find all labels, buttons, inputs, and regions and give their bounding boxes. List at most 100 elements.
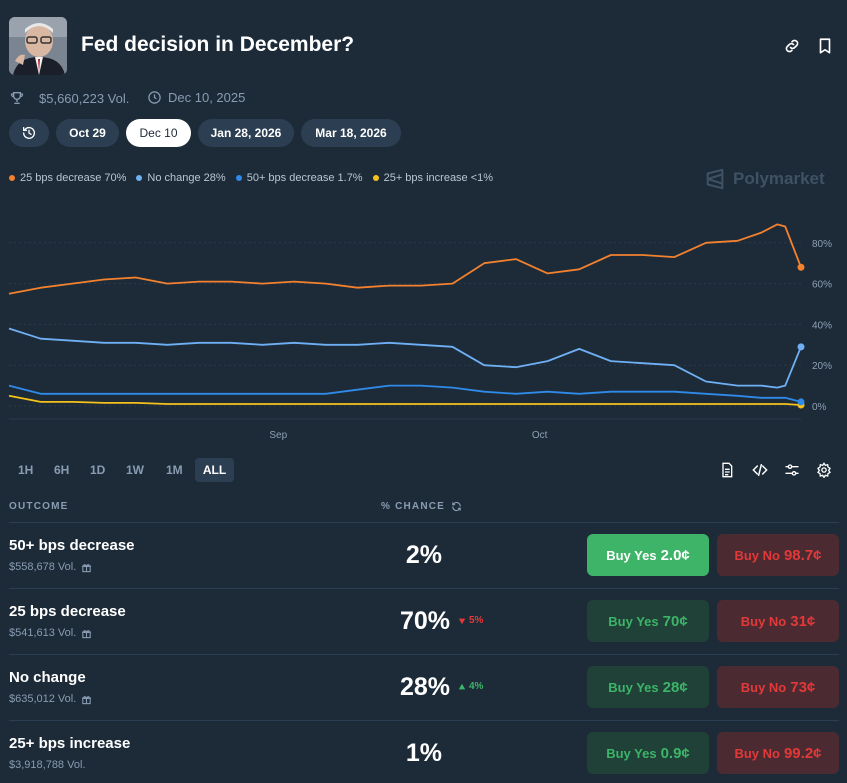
buy-no-button[interactable]: Buy No 99.2¢ xyxy=(717,732,839,774)
range-tab-all[interactable]: ALL xyxy=(195,458,234,482)
event-avatar xyxy=(9,17,67,75)
legend-dot xyxy=(235,175,242,181)
outcome-name: 50+ bps decrease xyxy=(9,537,135,554)
history-icon xyxy=(23,126,35,139)
buy-no-label: Buy No xyxy=(740,679,787,695)
outcome-volume-value: $541,613 Vol. xyxy=(9,627,77,639)
event-volume: $5,660,223 Vol. xyxy=(39,90,130,106)
series-line-no-change xyxy=(8,327,802,389)
range-tab-1m[interactable]: 1M xyxy=(166,463,183,477)
price-chart[interactable]: 0% 20% 40% 60% 80% Sep Oct xyxy=(0,195,847,445)
buy-no-price: 31¢ xyxy=(790,612,816,630)
gift-icon xyxy=(82,695,92,704)
history-button[interactable] xyxy=(9,119,49,147)
buy-no-label: Buy No xyxy=(740,613,787,629)
series-line-25-bps-increase xyxy=(8,394,802,406)
date-pill-dec-10[interactable]: Dec 10 xyxy=(126,119,191,147)
y-tick-label: 60% xyxy=(812,280,832,291)
range-tab-1w[interactable]: 1W xyxy=(126,463,144,477)
buy-yes-price: 28¢ xyxy=(662,678,688,696)
legend-item: 25 bps decrease 70% xyxy=(9,172,126,184)
date-pill-oct-29[interactable]: Oct 29 xyxy=(56,119,119,147)
buy-no-price: 98.7¢ xyxy=(783,546,822,564)
series-end-point xyxy=(797,263,805,271)
document-icon[interactable] xyxy=(719,462,735,478)
y-tick-label: 80% xyxy=(812,239,832,250)
embed-code-icon[interactable] xyxy=(752,462,768,478)
volume-meta: $5,660,223 Vol. xyxy=(9,90,129,106)
table-divider xyxy=(9,654,839,655)
legend-label: No change 28% xyxy=(147,172,226,184)
buy-no-label: Buy No xyxy=(734,745,780,761)
range-tab-6h[interactable]: 6H xyxy=(54,463,70,477)
buy-no-button[interactable]: Buy No 98.7¢ xyxy=(717,534,839,576)
end-date-meta: Dec 10, 2025 xyxy=(147,90,245,105)
gift-icon xyxy=(82,563,92,572)
outcome-volume: $541,613 Vol. xyxy=(9,627,92,639)
link-icon[interactable] xyxy=(783,37,801,55)
legend-item: No change 28% xyxy=(136,172,226,184)
legend-item: 25+ bps increase <1% xyxy=(372,172,494,184)
table-divider xyxy=(9,720,839,721)
outcome-name: 25 bps decrease xyxy=(9,603,126,620)
y-tick-label: 20% xyxy=(812,361,832,372)
buy-no-button[interactable]: Buy No 31¢ xyxy=(717,600,839,642)
legend-item: 50+ bps decrease 1.7% xyxy=(235,172,363,184)
buy-yes-label: Buy Yes xyxy=(606,547,657,563)
outcome-volume: $3,918,788 Vol. xyxy=(9,759,85,771)
buy-yes-button[interactable]: Buy Yes 70¢ xyxy=(587,600,709,642)
buy-yes-label: Buy Yes xyxy=(608,679,659,695)
range-tab-1d[interactable]: 1D xyxy=(90,463,106,477)
polymarket-logo-icon xyxy=(706,168,724,190)
chance-delta-value: 5% xyxy=(469,615,484,626)
buy-no-price: 73¢ xyxy=(790,678,816,696)
buy-yes-price: 2.0¢ xyxy=(660,546,690,564)
settings-gear-icon[interactable] xyxy=(816,462,832,479)
chance-delta-value: 4% xyxy=(469,681,484,692)
outcome-volume-value: $558,678 Vol. xyxy=(9,561,77,573)
brand-name: Polymarket xyxy=(733,169,825,188)
arrow-up-icon xyxy=(458,683,466,689)
date-pill-mar-18[interactable]: Mar 18, 2026 xyxy=(301,119,401,147)
outcome-volume: $635,012 Vol. xyxy=(9,693,92,705)
legend-dot xyxy=(372,175,379,181)
outcome-name: 25+ bps increase xyxy=(9,735,131,752)
date-pill-jan-28[interactable]: Jan 28, 2026 xyxy=(198,119,294,147)
legend-label: 25+ bps increase <1% xyxy=(383,172,494,184)
x-tick-label: Sep xyxy=(269,430,287,441)
buy-yes-price: 0.9¢ xyxy=(660,744,690,762)
range-tab-1h[interactable]: 1H xyxy=(18,463,34,477)
series-line-50-bps-decrease xyxy=(8,384,802,403)
series-line-25-bps-decrease xyxy=(8,223,802,295)
table-divider xyxy=(9,522,839,523)
chance-column-header: % CHANCE xyxy=(381,501,462,512)
y-tick-label: 40% xyxy=(812,320,832,331)
outcome-volume-value: $635,012 Vol. xyxy=(9,693,77,705)
outcome-chance: 1% xyxy=(405,739,442,767)
buy-no-button[interactable]: Buy No 73¢ xyxy=(717,666,839,708)
arrow-down-icon xyxy=(458,618,466,624)
buy-no-price: 99.2¢ xyxy=(783,744,822,762)
chart-legend: 25 bps decrease 70% No change 28% 50+ bp… xyxy=(9,172,493,184)
buy-no-label: Buy No xyxy=(734,547,780,563)
legend-label: 50+ bps decrease 1.7% xyxy=(246,172,363,184)
chance-header-label: % CHANCE xyxy=(381,501,446,512)
buy-yes-price: 70¢ xyxy=(662,612,688,630)
x-tick-label: Oct xyxy=(532,430,548,441)
clock-icon xyxy=(148,91,161,104)
table-divider xyxy=(9,588,839,589)
event-title: Fed decision in December? xyxy=(81,33,355,56)
event-end-date: Dec 10, 2025 xyxy=(168,90,246,105)
sliders-icon[interactable] xyxy=(784,462,800,478)
y-tick-label: 0% xyxy=(812,402,827,413)
buy-yes-button[interactable]: Buy Yes 0.9¢ xyxy=(587,732,709,774)
buy-yes-button[interactable]: Buy Yes 28¢ xyxy=(587,666,709,708)
gift-icon xyxy=(82,629,92,638)
polymarket-watermark: Polymarket xyxy=(704,168,825,190)
bookmark-icon[interactable] xyxy=(816,37,834,55)
trophy-icon xyxy=(10,92,24,104)
refresh-icon[interactable] xyxy=(451,501,462,512)
outcome-chance: 28% xyxy=(399,673,450,701)
buy-yes-label: Buy Yes xyxy=(606,745,657,761)
buy-yes-button[interactable]: Buy Yes 2.0¢ xyxy=(587,534,709,576)
